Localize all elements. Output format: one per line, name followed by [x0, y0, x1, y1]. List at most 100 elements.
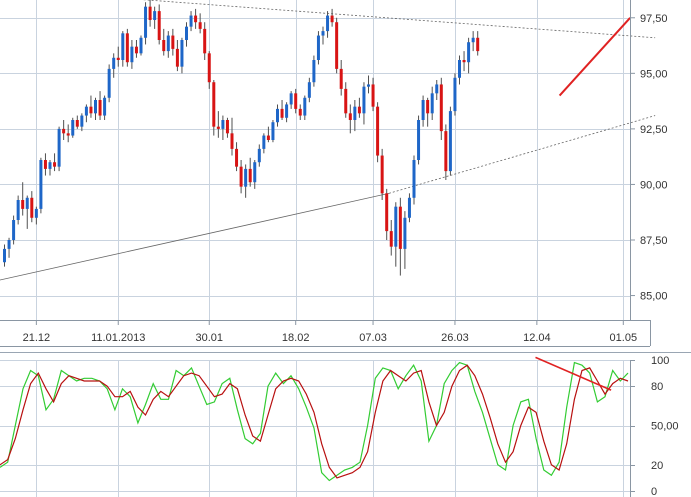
candle-body-up — [12, 220, 16, 240]
candle-body-down — [348, 113, 352, 120]
candle — [98, 91, 102, 120]
candle-body-up — [112, 57, 116, 69]
stochastic-y-tick-label: 20 — [651, 460, 663, 472]
candle — [253, 160, 257, 189]
candle-body-down — [43, 160, 47, 169]
candle — [125, 28, 129, 67]
candle-body-up — [435, 84, 439, 94]
candle — [153, 6, 157, 29]
date-tick-label: 11.01.2013 — [91, 332, 145, 344]
candle-body-up — [412, 160, 416, 198]
candle — [39, 157, 43, 214]
candle — [71, 117, 75, 138]
candle — [48, 160, 52, 176]
candle-body-down — [98, 100, 102, 116]
price-candles — [3, 0, 480, 276]
candle-body-up — [48, 162, 52, 169]
candle — [144, 2, 148, 45]
candle-body-up — [417, 120, 421, 160]
candle — [166, 31, 170, 58]
candle-body-up — [321, 31, 325, 36]
candle-body-down — [66, 133, 70, 136]
candle — [16, 195, 20, 225]
candle — [107, 64, 111, 103]
candle-body-up — [180, 40, 184, 67]
candle-body-down — [62, 128, 66, 134]
candle-body-up — [25, 197, 29, 209]
price-y-tick-label: 95,00 — [640, 68, 668, 80]
candle-body-down — [212, 82, 216, 127]
candle-body-down — [330, 15, 334, 23]
candle-body-up — [430, 93, 434, 114]
stochastic-lines — [0, 361, 629, 482]
candle-body-up — [467, 42, 471, 63]
stochastic-k-line — [0, 361, 629, 482]
candle — [134, 40, 138, 58]
stochastic-y-tick-label: 80 — [651, 381, 663, 393]
candle — [62, 120, 66, 140]
candle-body-up — [144, 6, 148, 38]
candle-body-down — [398, 206, 402, 249]
candle-body-down — [148, 6, 152, 21]
candle — [357, 97, 361, 118]
candle-body-up — [166, 35, 170, 52]
candle — [367, 75, 370, 94]
candle — [385, 188, 389, 240]
candle — [271, 120, 275, 143]
stochastic-red-trendline — [535, 356, 612, 391]
price-y-tick-label: 90,00 — [640, 179, 668, 191]
candle-body-down — [194, 15, 198, 23]
candle — [53, 153, 57, 172]
candle — [348, 104, 352, 134]
candle — [34, 206, 38, 225]
candle-body-down — [89, 106, 93, 114]
candle-body-up — [403, 217, 407, 249]
candle — [344, 82, 348, 118]
stochastic-d-line — [0, 364, 629, 479]
candle — [262, 133, 266, 154]
candle-body-down — [116, 57, 120, 60]
stochastic-y-tick-label: 100 — [651, 355, 669, 367]
candle — [421, 95, 425, 127]
candle-body-up — [130, 46, 134, 63]
candle — [239, 160, 243, 194]
candle — [280, 100, 284, 120]
candle — [244, 164, 248, 198]
candle-body-up — [16, 200, 20, 220]
candle — [94, 97, 97, 120]
price-trendline — [141, 0, 656, 39]
candle — [180, 37, 184, 74]
candle-body-up — [262, 135, 266, 149]
candle-body-up — [80, 115, 84, 127]
candle — [171, 28, 175, 56]
candle-body-down — [380, 155, 384, 194]
candle-body-up — [471, 37, 475, 43]
stochastic-plot-background — [0, 360, 630, 497]
candle — [453, 73, 457, 116]
stochastic-y-tick-labels: 0 20 50,00 80 100 — [630, 355, 679, 497]
date-tick-label: 01.05 — [610, 332, 638, 344]
candle — [30, 191, 34, 223]
candle — [7, 237, 11, 258]
price-y-tick-label: 85,00 — [640, 291, 668, 303]
candle — [157, 4, 161, 45]
price-trendline — [0, 192, 390, 281]
candle-body-down — [476, 37, 480, 52]
candle — [335, 17, 339, 74]
candle — [394, 202, 398, 267]
candle — [207, 51, 211, 89]
candle — [339, 60, 343, 96]
candle-body-up — [394, 206, 398, 247]
candle-body-up — [303, 97, 307, 116]
price-y-tick-labels: 85,00 87,50 90,00 92,50 95,00 97,50 — [630, 13, 668, 303]
candle-body-down — [162, 40, 166, 52]
candle-body-up — [276, 108, 279, 123]
candle-body-up — [458, 60, 461, 78]
candle — [380, 148, 384, 200]
candle-body-down — [239, 166, 243, 187]
candle-body-up — [139, 37, 143, 54]
candle — [198, 13, 202, 34]
candle — [130, 40, 134, 69]
candle — [216, 111, 220, 138]
candle-body-up — [71, 120, 75, 136]
